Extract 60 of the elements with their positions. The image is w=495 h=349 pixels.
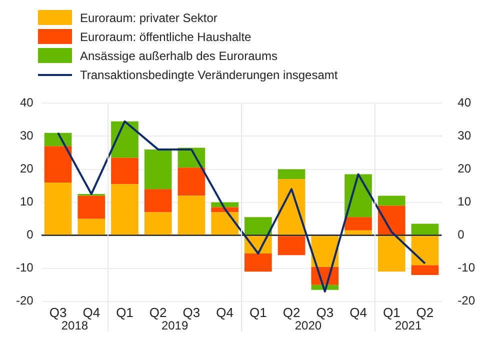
x-tick-label: Q3 xyxy=(182,304,200,320)
y-tick-label: 10 xyxy=(20,194,34,209)
text: 2020 xyxy=(294,318,322,333)
bar xyxy=(411,224,439,235)
y2-tick-label: -20 xyxy=(458,294,476,308)
legend-label: Transaktionsbedingte Veränderungen insgesamt xyxy=(80,68,338,82)
legend-label: Ansässige außerhalb des Euroraums xyxy=(80,48,278,62)
bar xyxy=(78,218,106,235)
y-tick-label: 30 xyxy=(20,128,34,143)
y2-tick-label: -10 xyxy=(458,260,476,275)
x-tick-label: Q4 xyxy=(350,304,367,320)
bar xyxy=(111,158,138,184)
x-tick-label: Q3 xyxy=(49,304,67,320)
y-tick-label: 20 xyxy=(20,162,34,176)
bar xyxy=(111,184,138,235)
bar xyxy=(411,265,439,275)
bar xyxy=(144,212,172,235)
bar xyxy=(344,230,372,235)
bar xyxy=(378,206,406,235)
bar xyxy=(178,168,206,196)
y-tick-label: -20 xyxy=(16,294,34,308)
bar xyxy=(178,196,206,235)
x-tick-label: Q2 xyxy=(149,304,167,320)
x-tick-label: Q1 xyxy=(250,304,267,320)
bar xyxy=(44,182,72,235)
bar xyxy=(78,196,106,219)
bar xyxy=(211,202,238,208)
y-tick-label: 0 xyxy=(26,228,34,242)
y2-tick-label: 20 xyxy=(458,162,472,176)
bar xyxy=(378,196,406,206)
x-tick-label: Q2 xyxy=(282,304,300,320)
x-tick-label: Q3 xyxy=(316,304,334,320)
bar xyxy=(211,212,238,235)
text: 2021 xyxy=(394,318,422,333)
x-tick-label: Q4 xyxy=(82,304,100,320)
bar xyxy=(278,236,306,256)
bar xyxy=(144,189,172,212)
y-tick-label: -10 xyxy=(16,260,34,275)
y-tick-label: 40 xyxy=(20,96,34,110)
legend-label: Euroraum: privater Sektor xyxy=(80,10,218,24)
bar xyxy=(278,169,306,180)
bar xyxy=(411,236,439,266)
text: 2018 xyxy=(61,318,88,333)
bar xyxy=(344,217,372,230)
y2-tick-label: 40 xyxy=(458,96,472,110)
x-tick-label: Q1 xyxy=(382,304,400,320)
x-tick-label: Q4 xyxy=(216,304,234,320)
bar xyxy=(111,121,138,158)
bar xyxy=(378,236,406,272)
y2-tick-label: 30 xyxy=(458,128,472,143)
text: 2019 xyxy=(161,318,188,333)
bar xyxy=(44,146,72,182)
bar xyxy=(244,254,272,272)
bar xyxy=(244,217,272,235)
x-tick-label: Q1 xyxy=(116,304,134,320)
legend-label: Euroraum: öffentliche Haushalte xyxy=(80,30,252,44)
x-tick-label: Q2 xyxy=(416,304,434,320)
y2-tick-label: 0 xyxy=(458,228,465,242)
bar xyxy=(144,149,172,190)
y2-tick-label: 10 xyxy=(458,194,472,209)
